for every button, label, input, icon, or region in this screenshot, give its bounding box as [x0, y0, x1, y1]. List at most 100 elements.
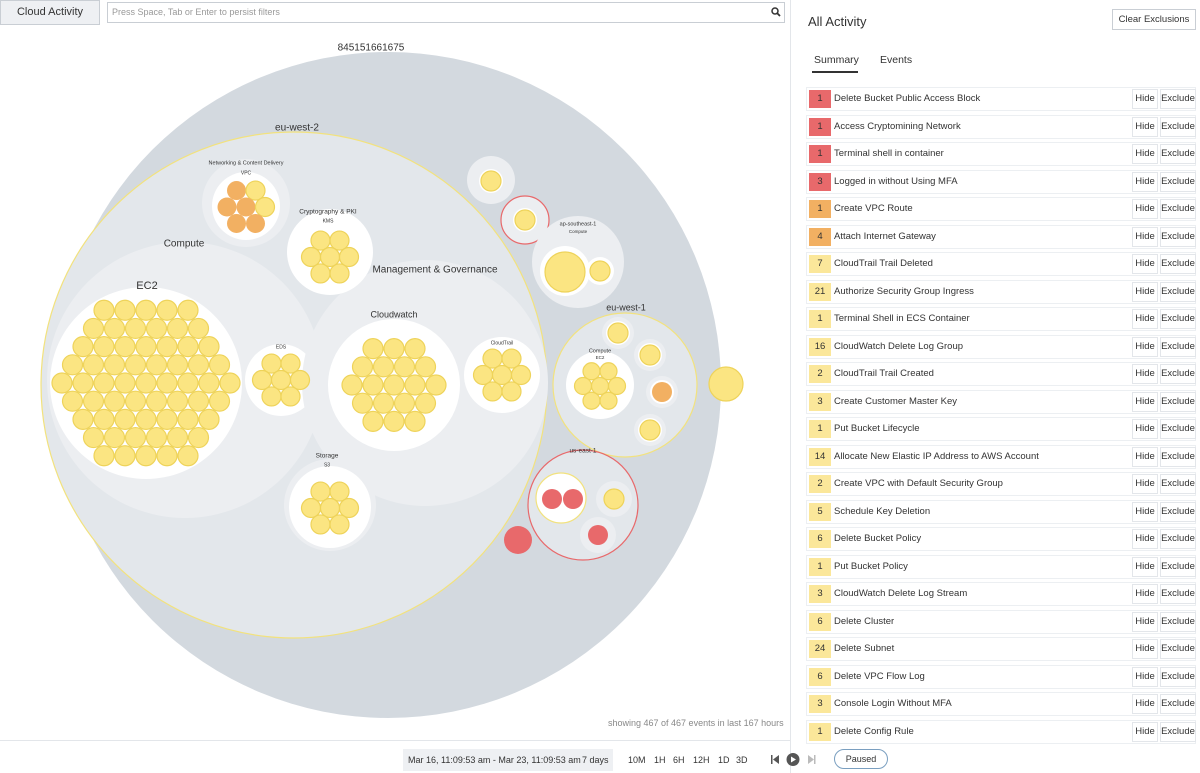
count-badge: 6: [809, 530, 831, 548]
activity-row: 2 CloudTrail Trail Created Hide Exclude: [806, 362, 1196, 386]
group-label: Compute: [589, 348, 611, 354]
hide-button[interactable]: Hide: [1132, 721, 1158, 742]
event-dot: [300, 497, 322, 519]
exclude-button[interactable]: Exclude: [1160, 501, 1196, 522]
hide-button[interactable]: Hide: [1132, 144, 1158, 164]
tab[interactable]: Events: [880, 54, 913, 66]
preset-button[interactable]: 1D: [718, 755, 730, 765]
exclude-button[interactable]: Exclude: [1160, 419, 1196, 439]
exclude-button[interactable]: Exclude: [1160, 254, 1196, 274]
hide-button[interactable]: Hide: [1132, 556, 1158, 577]
event-dot: [544, 251, 586, 293]
event-dot: [145, 354, 168, 376]
exclude-button[interactable]: Exclude: [1160, 116, 1196, 137]
group-label: Storage: [316, 453, 339, 460]
count-badge: 24: [809, 640, 831, 658]
activity-row: 3 Console Login Without MFA Hide Exclude: [806, 692, 1196, 716]
hide-button[interactable]: Hide: [1132, 281, 1158, 302]
exclude-button[interactable]: Exclude: [1160, 611, 1196, 632]
group-label: VPC: [241, 170, 252, 176]
exclude-button[interactable]: Exclude: [1160, 336, 1196, 357]
activity-row: 1 Delete Bucket Public Access Block Hide Ex…: [806, 87, 1196, 111]
event-dot: [501, 348, 522, 369]
count-badge: 2: [809, 475, 831, 493]
search-input[interactable]: Press Space, Tab or Enter to persist fil…: [107, 2, 785, 23]
hide-button[interactable]: Hide: [1132, 639, 1158, 659]
exclude-button[interactable]: Exclude: [1160, 364, 1196, 384]
exclude-button[interactable]: Exclude: [1160, 666, 1196, 687]
preset-button[interactable]: 6H: [673, 755, 685, 765]
preset-button[interactable]: 1H: [654, 755, 666, 765]
hide-button[interactable]: Hide: [1132, 391, 1158, 412]
event-dot: [198, 336, 220, 358]
hide-button[interactable]: Hide: [1132, 336, 1158, 357]
event-dot: [563, 489, 583, 509]
exclude-button[interactable]: Exclude: [1160, 226, 1196, 247]
hide-button[interactable]: Hide: [1132, 474, 1158, 494]
hide-button[interactable]: Hide: [1132, 611, 1158, 632]
panel-title: All Activity: [808, 14, 867, 29]
event-dot: [217, 197, 237, 217]
preset-button[interactable]: 12H: [693, 755, 710, 765]
exclude-button[interactable]: Exclude: [1160, 144, 1196, 164]
exclude-button[interactable]: Exclude: [1160, 529, 1196, 549]
exclude-button[interactable]: Exclude: [1160, 584, 1196, 604]
event-dot: [177, 408, 199, 430]
hide-button[interactable]: Hide: [1132, 116, 1158, 137]
exclude-button[interactable]: Exclude: [1160, 281, 1196, 302]
event-dot: [383, 374, 405, 396]
exclude-button[interactable]: Exclude: [1160, 721, 1196, 742]
event-dot: [124, 317, 147, 340]
hide-button[interactable]: Hide: [1132, 254, 1158, 274]
group-label: EC2: [136, 280, 157, 292]
exclude-button[interactable]: Exclude: [1160, 171, 1196, 192]
event-dot: [310, 481, 331, 502]
hide-button[interactable]: Hide: [1132, 171, 1158, 192]
hide-button[interactable]: Hide: [1132, 446, 1158, 467]
hide-button[interactable]: Hide: [1132, 529, 1158, 549]
hide-button[interactable]: Hide: [1132, 694, 1158, 714]
exclude-button[interactable]: Exclude: [1160, 89, 1196, 109]
activity-name: Delete Subnet: [834, 643, 895, 654]
exclude-button[interactable]: Exclude: [1160, 474, 1196, 494]
clear-button[interactable]: Clear Exclusions: [1112, 9, 1196, 30]
event-dot: [414, 392, 437, 414]
event-dot: [93, 299, 115, 321]
event-dot: [329, 481, 350, 502]
hide-button[interactable]: Hide: [1132, 666, 1158, 687]
timebar: Mar 16, 11:09:53 am - Mar 23, 11:09:53 a…: [0, 740, 888, 773]
count-badge: 3: [809, 392, 831, 411]
activity-name: Delete Bucket Policy: [834, 533, 922, 544]
event-dot: [362, 338, 384, 360]
exclude-button[interactable]: Exclude: [1160, 309, 1196, 329]
player-controls[interactable]: [768, 752, 824, 768]
event-dot: [491, 364, 513, 386]
preset-button[interactable]: 3D: [736, 755, 748, 765]
exclude-button[interactable]: Exclude: [1160, 199, 1196, 219]
hide-button[interactable]: Hide: [1132, 89, 1158, 109]
exclude-button[interactable]: Exclude: [1160, 391, 1196, 412]
event-dot: [114, 299, 136, 321]
event-dot: [542, 489, 562, 509]
hide-button[interactable]: Hide: [1132, 501, 1158, 522]
event-dot: [61, 390, 84, 412]
exclude-button[interactable]: Exclude: [1160, 639, 1196, 659]
hide-button[interactable]: Hide: [1132, 226, 1158, 247]
hide-button[interactable]: Hide: [1132, 364, 1158, 384]
activity-name: Terminal shell in container: [834, 148, 944, 159]
hide-button[interactable]: Hide: [1132, 584, 1158, 604]
count-badge: 5: [809, 502, 831, 521]
tab[interactable]: Summary: [814, 54, 859, 66]
preset-button[interactable]: 10M: [628, 755, 646, 765]
exclude-button[interactable]: Exclude: [1160, 446, 1196, 467]
exclude-button[interactable]: Exclude: [1160, 556, 1196, 577]
range-box[interactable]: Mar 16, 11:09:53 am - Mar 23, 11:09:53 a…: [403, 749, 613, 771]
exclude-button[interactable]: Exclude: [1160, 694, 1196, 714]
hide-button[interactable]: Hide: [1132, 199, 1158, 219]
hide-button[interactable]: Hide: [1132, 419, 1158, 439]
event-dot: [166, 317, 189, 340]
tab[interactable]: Cloud Activity: [0, 0, 100, 25]
hide-button[interactable]: Hide: [1132, 309, 1158, 329]
state-button[interactable]: Paused: [834, 749, 888, 769]
event-dot: [589, 260, 611, 282]
